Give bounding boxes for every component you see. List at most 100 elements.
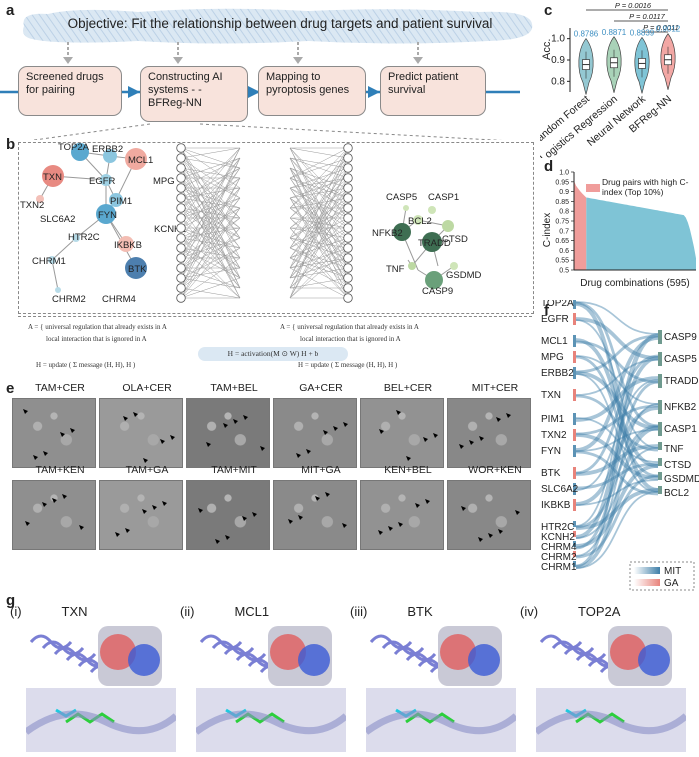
f-left-gene: KCNH2 xyxy=(541,532,575,543)
panel-label-c: c xyxy=(544,2,553,19)
micrograph-label: TAM+CER xyxy=(35,382,85,394)
nn-node xyxy=(176,223,186,233)
equations-box: A = { universal regulation that already … xyxy=(18,316,532,379)
f-flow xyxy=(575,334,659,374)
f-left-gene: MCL1 xyxy=(541,336,568,347)
eq-a2-b: local interaction that is ignored in A xyxy=(300,335,401,343)
micrograph-image xyxy=(273,398,357,468)
nn-node xyxy=(176,293,186,303)
g-docking-image xyxy=(23,622,179,752)
micrograph-label: TAM+BEL xyxy=(210,382,258,394)
micrograph-image xyxy=(447,398,531,468)
f-right-gene: CASP5 xyxy=(664,354,697,365)
flow-step-mapping: Mapping to pyroptosis genes xyxy=(258,66,366,116)
d-ytick: 0.85 xyxy=(555,199,569,206)
f-flow xyxy=(575,429,659,452)
f-flow xyxy=(575,376,659,422)
nn-node xyxy=(343,173,353,183)
objective-cloud xyxy=(23,8,533,44)
panel-label-d: d xyxy=(544,158,554,175)
g-docking-image xyxy=(363,622,519,752)
d-ytick: 0.7 xyxy=(559,228,569,235)
gene-label: IKBKB xyxy=(114,240,142,251)
flow-step-screen: Screened drugs for pairing xyxy=(18,66,122,116)
micrograph-label: OLA+CER xyxy=(122,382,172,394)
gene-label: TNF xyxy=(386,264,405,275)
d-area-top xyxy=(574,180,587,270)
d-ytick: 0.95 xyxy=(555,179,569,186)
f-flow xyxy=(575,359,659,396)
f-left-gene: CHRM1 xyxy=(541,562,577,573)
panel-label-f: f xyxy=(544,302,549,319)
f-right-gene: CASP1 xyxy=(664,424,697,435)
micrograph-image xyxy=(273,480,357,550)
f-right-gene: BCL2 xyxy=(664,488,689,499)
nn-node xyxy=(176,143,186,153)
c-value-label: 0.8871 xyxy=(602,28,627,37)
micrograph-label: GA+CER xyxy=(299,382,343,394)
panel-label-a: a xyxy=(6,2,15,19)
d-ytick: 0.65 xyxy=(555,238,569,245)
g-protein: TXN xyxy=(61,604,88,619)
eq-update2: H = update ( Σ message (H, H), H ) xyxy=(298,361,398,369)
gene-label: CASP9 xyxy=(422,286,453,297)
gene-label: CASP5 xyxy=(386,192,417,203)
g-num: (i) xyxy=(10,604,22,619)
nn-node xyxy=(343,193,353,203)
nn-edges xyxy=(180,147,349,299)
c-ytick: 1.0 xyxy=(551,34,565,45)
gene-label: CHRM2 xyxy=(52,294,86,305)
f-legend-box xyxy=(629,561,695,591)
f-left-gene: BTK xyxy=(541,468,561,479)
f-left-gene: MPG xyxy=(541,352,564,363)
f-flow xyxy=(575,354,659,475)
panel-f-sankey: TOP2A EGFR MCL1 MPG ERBB2 TXN PIM1 TXN2 FYN BTK SL… xyxy=(541,300,699,591)
panel-b-network: TOP2A ERBB2 MCL1 TXN EGFR MPG PIM1 TXN2 … xyxy=(20,142,482,305)
gene-label: TRADD xyxy=(418,238,451,249)
eq-center: H = activation(M ⊙ W) H + b xyxy=(198,347,348,361)
nn-node xyxy=(176,193,186,203)
panel-b-network-box xyxy=(18,142,534,314)
gene-label: MCL1 xyxy=(128,155,153,166)
nn-node xyxy=(176,263,186,273)
d-legend-text: Drug pairs with high C-index (Top 10%) xyxy=(602,177,689,197)
gene-label: EGFR xyxy=(89,176,116,187)
panel-label-e: e xyxy=(6,380,15,397)
f-left-gene: FYN xyxy=(541,446,561,457)
micrograph-label: TAM+GA xyxy=(125,464,169,476)
f-flow xyxy=(575,301,659,335)
nn-node xyxy=(176,203,186,213)
f-flow xyxy=(575,464,659,548)
nn-node xyxy=(343,263,353,273)
nn-node xyxy=(343,233,353,243)
micrograph-label: WOR+KEN xyxy=(468,464,522,476)
micrograph-image xyxy=(360,480,444,550)
right-gene-nodes xyxy=(393,205,458,289)
f-flow xyxy=(575,380,659,550)
f-flow xyxy=(575,404,659,436)
c-pvalue: P = 0.0016 xyxy=(615,1,652,10)
gene-label: SLC6A2 xyxy=(40,214,75,225)
f-legend-ga-swatch xyxy=(634,579,660,586)
f-flow xyxy=(575,444,659,476)
d-ytick: 0.8 xyxy=(559,209,569,216)
d-xlabel: Drug combinations (595) xyxy=(580,278,690,289)
micrograph-label: TAM+KEN xyxy=(35,464,85,476)
nn-node xyxy=(176,163,186,173)
gene-label: NFKB2 xyxy=(372,228,403,239)
gene-label: CHRM1 xyxy=(32,256,66,267)
f-flow xyxy=(575,336,659,452)
f-left-gene: IKBKB xyxy=(541,500,571,511)
f-left-gene: EGFR xyxy=(541,314,569,325)
f-flow xyxy=(575,373,659,493)
micrograph-image xyxy=(99,398,183,468)
nn-node xyxy=(343,253,353,263)
gene-label: TXN xyxy=(43,172,62,183)
nn-node xyxy=(176,243,186,253)
micrograph-label: MIT+GA xyxy=(301,464,341,476)
gene-label: CASP1 xyxy=(428,192,459,203)
f-flow xyxy=(575,371,659,430)
eq-a1: A = { universal regulation that already … xyxy=(28,323,167,331)
g-protein: MCL1 xyxy=(234,604,270,619)
f-flow xyxy=(575,424,659,529)
